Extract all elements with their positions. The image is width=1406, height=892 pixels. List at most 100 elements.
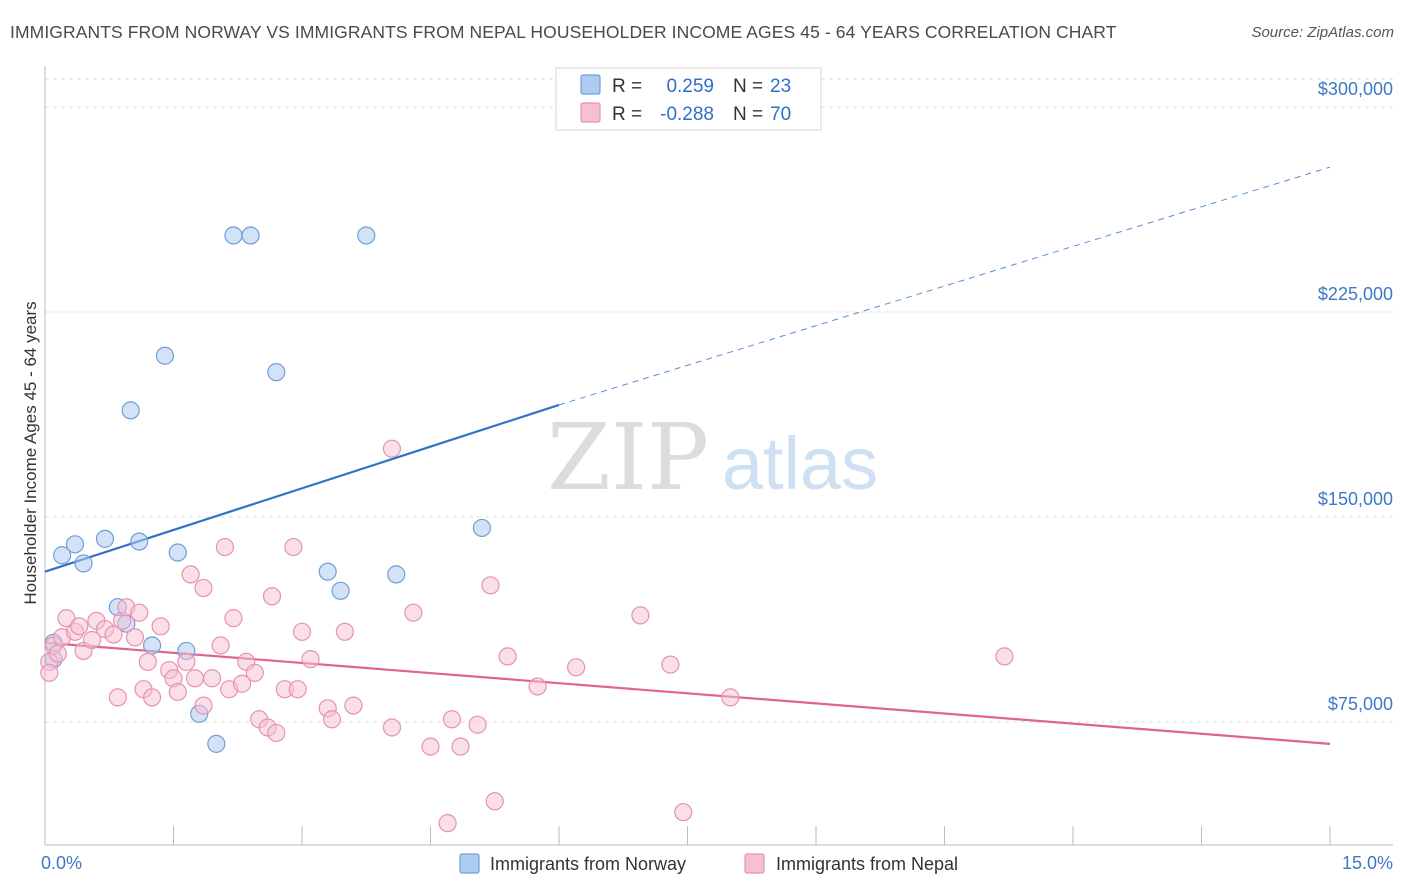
- norway-point-11: [155, 346, 175, 365]
- nepal-point-54: [421, 737, 440, 756]
- nepal-point-68: [995, 647, 1014, 666]
- x-tick-labels: 0.0% 15.0%: [41, 853, 1393, 873]
- legend-r-label-norway: R =: [612, 76, 642, 97]
- nepal-point-25: [177, 652, 196, 671]
- norway-point-18: [267, 363, 286, 382]
- nepal-point-5: [57, 609, 76, 628]
- y-tick-label-1: $150,000: [1318, 489, 1393, 509]
- norway-point-5: [95, 529, 115, 548]
- norway-point-15: [207, 734, 226, 753]
- nepal-point-17: [130, 603, 149, 622]
- chart-title: IMMIGRANTS FROM NORWAY VS IMMIGRANTS FRO…: [10, 22, 1117, 42]
- nepal-point-50: [344, 696, 363, 715]
- x-tick-label-0: 0.0%: [41, 853, 82, 873]
- stats-legend: R = 0.259 N = 23 R = -0.288 N = 70: [555, 67, 822, 131]
- nepal-point-52: [382, 439, 402, 458]
- nepal-point-67: [721, 688, 740, 707]
- nepal-point-43: [284, 537, 303, 557]
- watermark-atlas: atlas: [722, 422, 878, 505]
- series-legend: Immigrants from Norway Immigrants from N…: [459, 853, 958, 874]
- nepal-point-55: [438, 814, 457, 833]
- nepal-point-12: [104, 625, 123, 644]
- legend-r-value-nepal: -0.288: [660, 104, 714, 125]
- legend-n-value-nepal: 70: [770, 104, 791, 125]
- nepal-point-32: [215, 537, 234, 557]
- nepal-point-27: [185, 669, 205, 688]
- nepal-point-64: [631, 606, 650, 625]
- nepal-point-35: [232, 674, 252, 693]
- nepal-point-45: [292, 622, 312, 641]
- norway-point-9: [130, 532, 149, 551]
- norway-point-23: [472, 518, 491, 538]
- series-legend-swatch-norway: [459, 853, 480, 874]
- nepal-point-1: [40, 663, 59, 682]
- nepal-point-66: [674, 803, 693, 822]
- norway-point-2: [53, 546, 72, 565]
- legend-r-label-nepal: R =: [612, 104, 642, 125]
- axes: [44, 66, 1393, 846]
- nepal-point-34: [224, 609, 243, 628]
- series-legend-label-nepal: Immigrants from Nepal: [776, 854, 958, 874]
- nepal-point-37: [245, 663, 264, 682]
- legend-swatch-norway: [580, 74, 601, 95]
- y-tick-label-0: $75,000: [1328, 694, 1393, 714]
- nepal-point-19: [138, 652, 157, 671]
- nepal-point-21: [151, 617, 170, 636]
- legend-swatch-nepal: [580, 102, 601, 123]
- nepal-point-29: [194, 578, 213, 598]
- nepal-point-62: [528, 677, 547, 696]
- watermark: ZIP atlas: [547, 404, 878, 511]
- nepal-point-9: [83, 630, 102, 650]
- nepal-point-7: [70, 617, 89, 636]
- nepal-trendline: [44, 641, 1331, 745]
- nepal-points: [40, 439, 1014, 833]
- norway-point-4: [74, 554, 93, 573]
- nepal-point-51: [382, 718, 402, 737]
- y-axis-label: Householder Income Ages 45 - 64 years: [21, 301, 40, 604]
- legend-r-value-norway: 0.259: [666, 76, 714, 97]
- nepal-point-48: [322, 710, 342, 729]
- nepal-point-60: [485, 792, 504, 811]
- chart-source: Source: ZipAtlas.com: [1251, 24, 1394, 41]
- nepal-point-58: [468, 715, 487, 734]
- nepal-point-30: [202, 669, 222, 688]
- norway-point-20: [331, 581, 350, 600]
- nepal-point-13: [108, 688, 127, 707]
- nepal-point-65: [661, 655, 680, 674]
- y-tick-label-3: $300,000: [1318, 79, 1393, 99]
- legend-n-label-nepal: N =: [733, 104, 763, 125]
- nepal-point-46: [301, 650, 320, 669]
- nepal-point-3: [48, 644, 67, 663]
- nepal-point-53: [404, 603, 423, 622]
- norway-point-3: [65, 535, 85, 554]
- nepal-point-63: [567, 658, 586, 677]
- nepal-point-49: [335, 622, 354, 641]
- nepal-point-44: [288, 680, 307, 699]
- y-tick-labels: $75,000 $150,000 $225,000 $300,000: [1318, 79, 1393, 714]
- nepal-point-24: [168, 682, 187, 702]
- norway-trendline-extension: [558, 166, 1331, 406]
- norway-point-21: [357, 226, 376, 245]
- nepal-point-40: [262, 587, 282, 606]
- x-tick-label-1: 15.0%: [1342, 853, 1393, 873]
- legend-n-label-norway: N =: [733, 76, 763, 97]
- nepal-point-20: [142, 688, 162, 707]
- nepal-point-41: [267, 723, 286, 743]
- gridlines: [45, 78, 1393, 723]
- nepal-point-57: [451, 737, 470, 756]
- legend-n-value-norway: 23: [770, 76, 791, 97]
- nepal-point-31: [211, 636, 230, 655]
- nepal-point-56: [442, 710, 462, 729]
- nepal-point-59: [481, 576, 500, 595]
- watermark-zip: ZIP: [547, 404, 709, 511]
- norway-point-8: [121, 401, 140, 420]
- y-tick-label-2: $225,000: [1318, 284, 1393, 304]
- norway-point-22: [387, 565, 406, 584]
- norway-point-12: [168, 543, 187, 562]
- nepal-point-16: [125, 628, 145, 647]
- norway-point-19: [318, 562, 337, 581]
- nepal-point-61: [498, 647, 517, 666]
- nepal-point-26: [181, 565, 200, 584]
- series-legend-label-norway: Immigrants from Norway: [490, 854, 686, 874]
